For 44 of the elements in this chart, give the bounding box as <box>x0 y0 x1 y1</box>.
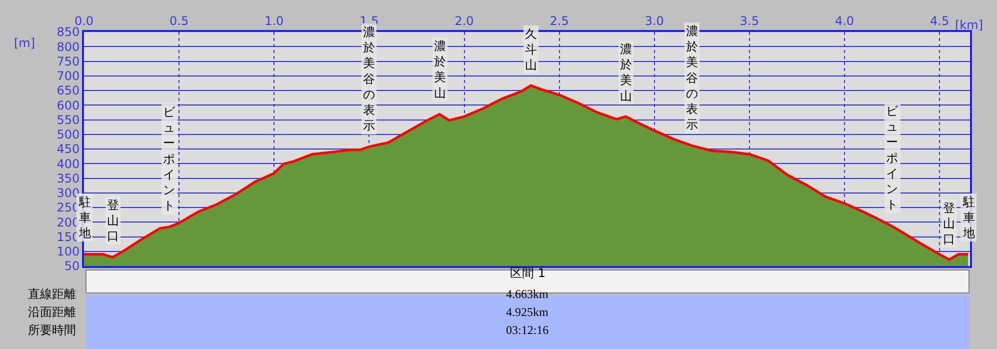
annotation: ビューポイント <box>163 105 176 213</box>
y-tick-label: 800 <box>56 40 80 54</box>
x-tick-label: 4.5 <box>930 14 950 28</box>
y-tick-label: 750 <box>56 54 80 68</box>
annotation: ビューポイント <box>886 104 899 212</box>
y-tick-label: 150 <box>56 230 80 244</box>
y-tick-label: 400 <box>56 156 80 171</box>
text: 所要時間 <box>28 323 76 337</box>
x-tick-label: 4.0 <box>834 14 854 28</box>
y-tick-label: 200 <box>56 215 80 230</box>
y-tick-label: 350 <box>56 171 80 186</box>
text: 直線距離 <box>28 287 76 301</box>
y-tick-label: 650 <box>56 84 80 98</box>
annotation: 濃於美谷の表示 <box>686 24 698 132</box>
y-tick-label: 500 <box>56 128 80 142</box>
x-axis-title: [km] <box>955 18 984 32</box>
y-tick-label: 50 <box>64 259 80 274</box>
x-tick-label: 0.5 <box>170 14 189 28</box>
x-tick-label: 2.5 <box>550 14 569 28</box>
y-tick-label: 450 <box>56 142 80 156</box>
text: 4.663km <box>506 287 549 301</box>
annotation: 濃於美山 <box>434 39 446 100</box>
x-tick-label: 3.0 <box>644 14 664 28</box>
text: 03:12:16 <box>506 323 549 337</box>
y-tick-label: 550 <box>56 112 80 127</box>
y-tick-label: 100 <box>56 244 80 259</box>
x-tick-label: 3.5 <box>740 14 759 28</box>
text: 4.925km <box>506 305 549 319</box>
x-tick-label: 1.0 <box>264 14 284 28</box>
annotation: 久斗山 <box>525 27 537 72</box>
annotation: 区間 1 <box>510 266 546 280</box>
annotation: 濃於美山 <box>620 42 632 103</box>
y-axis-title: [m] <box>14 36 36 50</box>
annotation: 登山口 <box>107 198 119 244</box>
x-tick-label: 2.0 <box>454 14 474 28</box>
annotation: 駐車地 <box>962 195 975 240</box>
y-tick-label: 700 <box>56 69 80 84</box>
y-tick-label: 300 <box>56 186 80 200</box>
annotation: 駐車地 <box>78 195 91 240</box>
annotation: 登山口 <box>943 201 955 246</box>
annotation: 濃於美谷の表示 <box>363 25 375 133</box>
y-tick-label: 600 <box>56 98 80 112</box>
text: 沿面距離 <box>28 305 76 319</box>
y-tick-label: 250 <box>56 200 80 215</box>
